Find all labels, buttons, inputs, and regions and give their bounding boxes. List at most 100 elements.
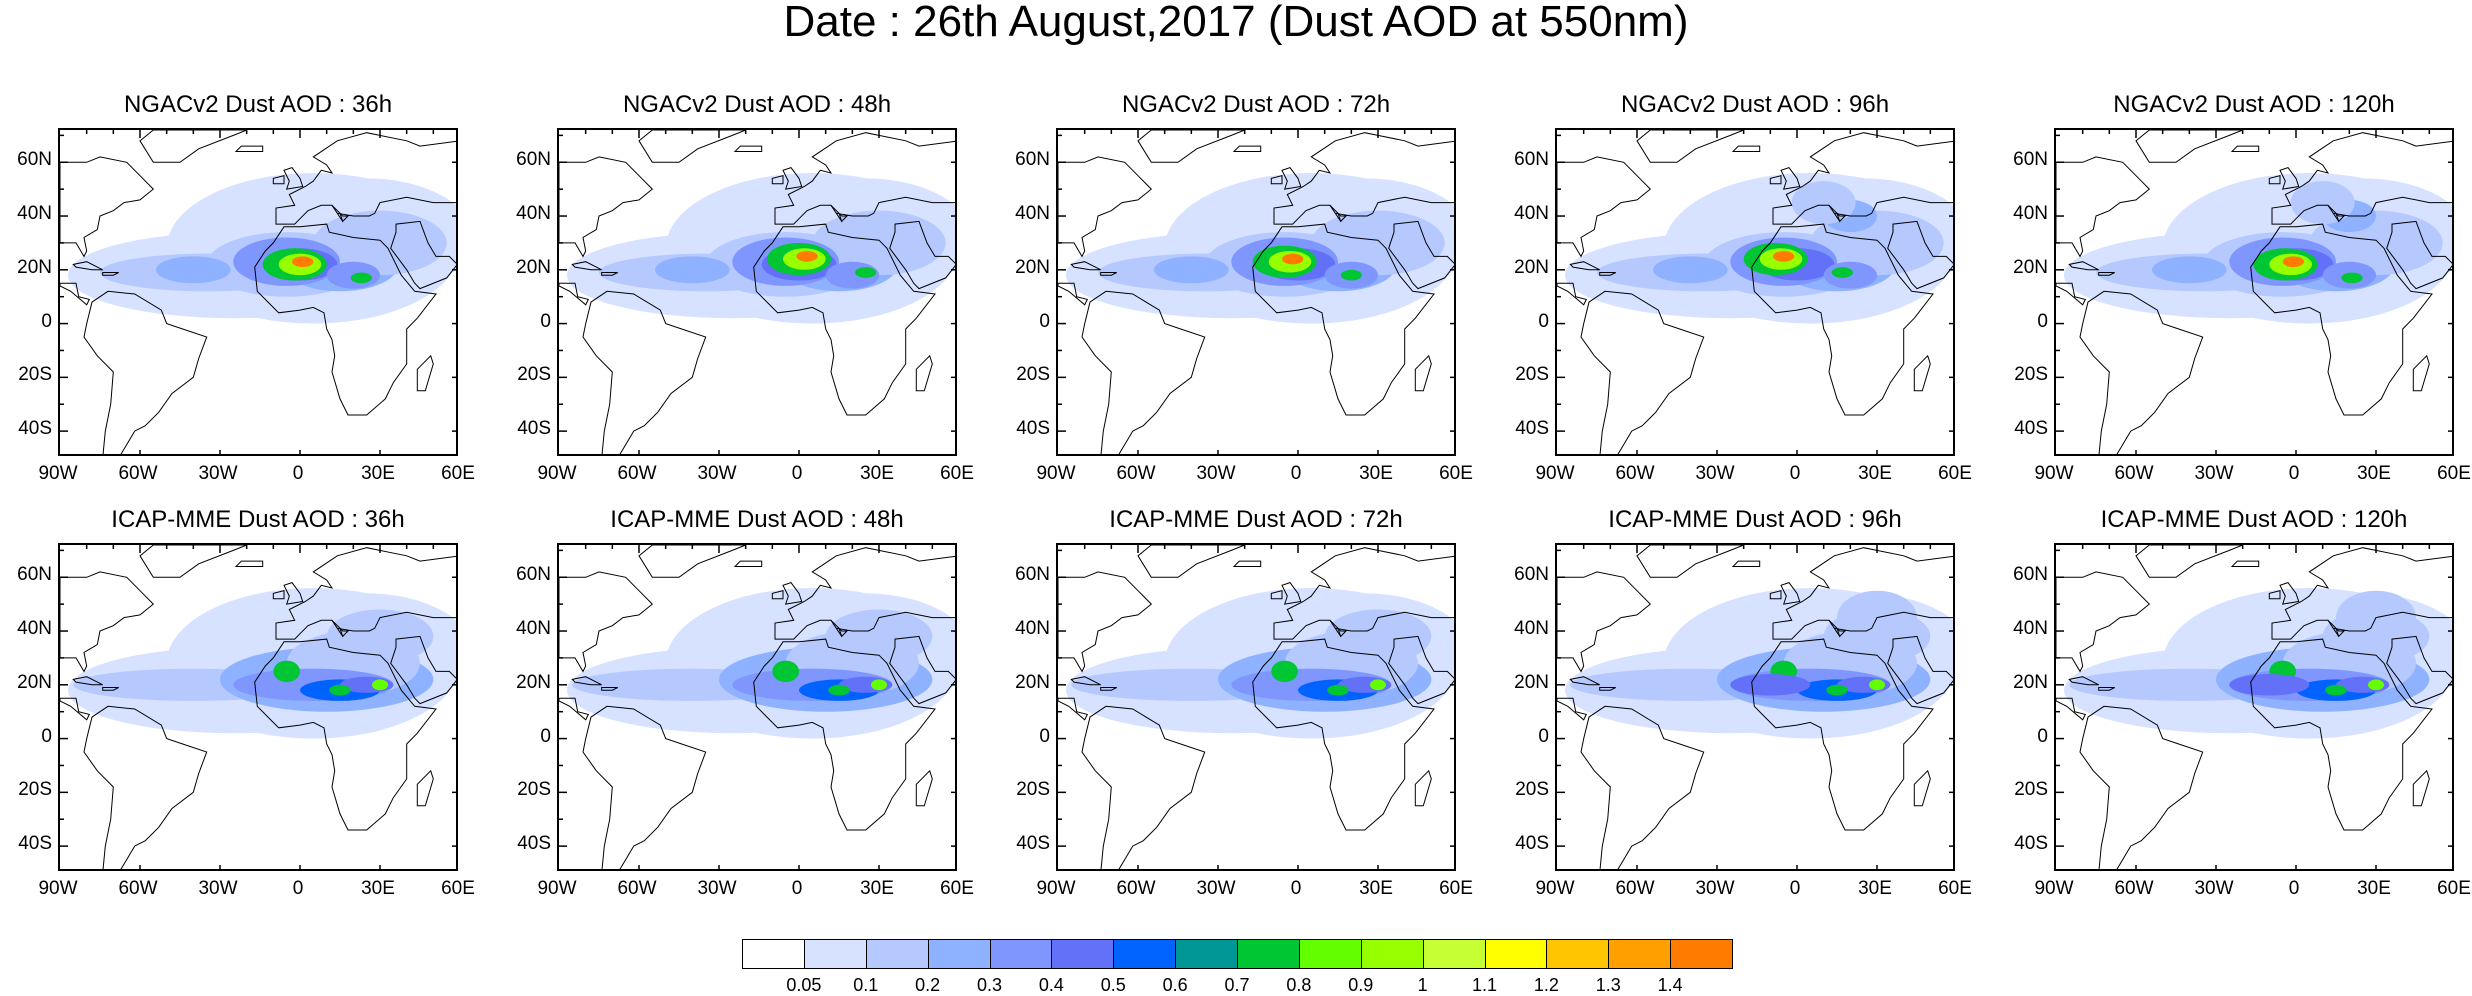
coastline xyxy=(275,547,456,640)
lat-tick-label: 20N xyxy=(2013,671,2048,693)
dust-contour xyxy=(1340,269,1362,281)
map-panel xyxy=(1555,543,1955,871)
lon-tick-label: 90W xyxy=(1535,878,1575,899)
coastline xyxy=(889,635,955,705)
lon-tick-label: 30E xyxy=(860,878,894,899)
lat-tick-label: 40N xyxy=(516,203,551,225)
coastline xyxy=(1414,769,1432,807)
figure-title: Date : 26th August,2017 (Dust AOD at 550… xyxy=(783,0,1689,46)
dust-contour xyxy=(329,684,351,696)
dust-contour xyxy=(292,256,314,268)
lon-tick-label: 30W xyxy=(1695,878,1735,899)
coastline xyxy=(1273,132,1454,225)
lat-tick-label: 20N xyxy=(1514,671,1549,693)
coastline xyxy=(72,261,103,271)
lat-tick-label: 20N xyxy=(1015,256,1050,278)
colorbar-cell xyxy=(1113,939,1177,969)
panel-title: NGACv2 Dust AOD : 96h xyxy=(1620,91,1890,118)
coastline xyxy=(1232,145,1262,152)
coastline xyxy=(2271,132,2452,225)
lat-tick-label: 0 xyxy=(540,310,551,332)
coastline xyxy=(1731,145,1761,152)
lon-tick-label: 60E xyxy=(940,463,974,484)
lon-tick-label: 30E xyxy=(361,878,395,899)
colorbar-cell xyxy=(927,939,991,969)
coastline xyxy=(771,590,784,600)
dust-contour xyxy=(1653,256,1728,284)
dust-contour xyxy=(796,250,818,262)
lon-tick-label: 60W xyxy=(1116,878,1156,899)
coastline xyxy=(1081,290,1206,454)
coastline xyxy=(2271,547,2452,640)
lat-tick-label: 60N xyxy=(1015,149,1050,171)
coastline xyxy=(733,560,763,567)
coastline xyxy=(582,705,707,869)
colorbar-cell xyxy=(1546,939,1610,969)
map-panel xyxy=(58,128,458,456)
coastline xyxy=(2230,560,2260,567)
lat-tick-label: 0 xyxy=(540,725,551,747)
lat-tick-label: 40N xyxy=(2013,618,2048,640)
coastline xyxy=(1081,705,1206,869)
lon-tick-label: 60E xyxy=(2437,878,2471,899)
colorbar-level-label: 1.1 xyxy=(1471,975,1498,995)
dust-contour xyxy=(1282,253,1304,265)
lon-tick-label: 90W xyxy=(38,463,78,484)
lat-tick-label: 0 xyxy=(41,310,52,332)
panel-title: ICAP-MME Dust AOD : 72h xyxy=(1109,506,1403,533)
panel-title: ICAP-MME Dust AOD : 120h xyxy=(2100,506,2408,533)
coastline xyxy=(1270,175,1283,185)
coastline xyxy=(1913,354,1931,392)
coastline xyxy=(559,571,654,673)
dust-contour xyxy=(2368,679,2384,691)
dust-contour xyxy=(1730,674,1811,696)
lat-tick-label: 40S xyxy=(18,833,52,855)
dust-contour xyxy=(1869,679,1885,691)
lat-tick-label: 20N xyxy=(2013,256,2048,278)
lat-tick-label: 40S xyxy=(1515,833,1549,855)
coastline xyxy=(60,282,91,306)
coastline xyxy=(1828,619,1847,638)
coastline xyxy=(1599,272,1616,276)
lon-tick-label: 30W xyxy=(1196,463,1236,484)
coastline xyxy=(1580,290,1705,454)
colorbar-level-label: 1 xyxy=(1417,975,1428,995)
coastline xyxy=(1100,687,1117,691)
colorbar-level-label: 0.2 xyxy=(915,975,941,995)
lat-tick-label: 0 xyxy=(1039,725,1050,747)
coastline xyxy=(1273,547,1454,640)
lat-tick-label: 0 xyxy=(1538,310,1549,332)
coastline xyxy=(1772,132,1953,225)
coastline xyxy=(416,769,434,807)
lat-tick-label: 20S xyxy=(1016,779,1050,801)
coastline xyxy=(782,167,803,190)
lat-tick-label: 20S xyxy=(1515,364,1549,386)
dust-contour xyxy=(655,256,730,284)
colorbar-level-label: 0.6 xyxy=(1162,975,1188,995)
lon-tick-label: 60W xyxy=(617,463,657,484)
coastline xyxy=(1569,261,1600,271)
lon-tick-label: 30W xyxy=(697,878,737,899)
dust-contour xyxy=(1324,609,1432,664)
lat-tick-label: 40S xyxy=(1016,418,1050,440)
colorbar-level-label: 0.3 xyxy=(976,975,1003,995)
lat-tick-label: 40N xyxy=(17,203,52,225)
coastline xyxy=(915,354,933,392)
lat-tick-label: 40S xyxy=(1515,418,1549,440)
coastline xyxy=(254,638,437,831)
coastline xyxy=(1137,130,1245,163)
lon-tick-label: 0 xyxy=(1290,463,1302,484)
coastline xyxy=(2068,261,2099,271)
dust-contour xyxy=(825,609,933,664)
lat-tick-label: 60N xyxy=(516,564,551,586)
coastline xyxy=(390,220,456,290)
coastline xyxy=(1557,571,1652,673)
coastline xyxy=(753,223,936,416)
lon-tick-label: 30E xyxy=(860,463,894,484)
map-panel xyxy=(1555,128,1955,456)
lon-tick-label: 0 xyxy=(1789,878,1801,899)
lon-tick-label: 30E xyxy=(1359,878,1393,899)
lat-tick-label: 20S xyxy=(1515,779,1549,801)
lon-tick-label: 30W xyxy=(2194,878,2234,899)
coastline xyxy=(582,290,707,454)
